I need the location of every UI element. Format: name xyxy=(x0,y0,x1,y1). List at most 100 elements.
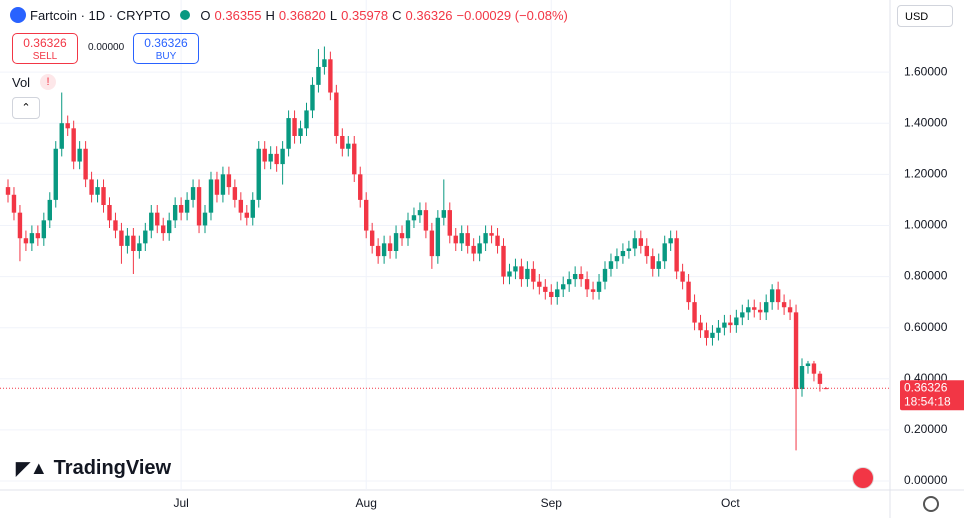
candle-body xyxy=(787,307,793,313)
candle-body xyxy=(364,199,369,231)
candle-body xyxy=(543,286,548,292)
candle-body xyxy=(178,204,184,213)
candle-body xyxy=(381,243,387,257)
candle-body xyxy=(638,238,644,246)
candle-body xyxy=(525,268,530,280)
y-tick-label: 0.20000 xyxy=(904,422,948,436)
candle-body xyxy=(161,225,166,234)
l-value: 0.35978 xyxy=(341,7,389,23)
candle-body xyxy=(728,322,733,326)
candle-body xyxy=(566,279,572,285)
candle-body xyxy=(435,217,441,257)
candle-body xyxy=(113,220,118,231)
vol-label: Vol xyxy=(12,75,31,90)
candle-body xyxy=(650,256,655,269)
c-label: C xyxy=(392,7,402,23)
warning-icon[interactable]: ! xyxy=(40,74,56,90)
symbol[interactable]: Fartcoin · 1D · CRYPTO xyxy=(30,7,171,23)
candle-body xyxy=(602,268,608,282)
candle-body xyxy=(769,289,775,303)
candle-body xyxy=(196,187,202,226)
legend-bar: Fartcoin · 1D · CRYPTO O 0.36355 H 0.36820… xyxy=(10,7,568,23)
candle-body xyxy=(805,363,811,367)
logo-mark: ◤▲ xyxy=(16,458,48,478)
l-label: L xyxy=(329,7,338,23)
candle-body xyxy=(226,174,232,188)
coin-icon xyxy=(10,7,26,23)
candle-body xyxy=(578,274,584,280)
candle-body xyxy=(244,212,249,218)
candle-body xyxy=(758,309,763,313)
candle-body xyxy=(17,212,23,239)
candle-body xyxy=(632,238,638,249)
candle-body xyxy=(387,243,393,252)
candle-body xyxy=(549,291,554,298)
candle-body xyxy=(208,179,214,213)
candle-body xyxy=(680,271,685,282)
candle-body xyxy=(483,233,488,244)
candle-body xyxy=(137,243,142,252)
buy-price: 0.36326 xyxy=(144,36,188,50)
collapse-button[interactable]: ⌃ xyxy=(12,97,40,119)
candle-body xyxy=(811,363,817,374)
sell-label: SELL xyxy=(32,51,58,62)
status-dot xyxy=(180,10,191,20)
candle-body xyxy=(686,281,691,303)
candle-body xyxy=(59,123,64,149)
o-value: 0.36355 xyxy=(214,7,262,23)
candle-body xyxy=(489,233,494,236)
candle-body xyxy=(143,230,148,244)
y-tick-label: 0.60000 xyxy=(904,320,948,334)
x-tick-label: Aug xyxy=(356,496,377,510)
candle-body xyxy=(417,210,423,216)
candle-body xyxy=(429,230,435,257)
candle-body xyxy=(531,268,536,282)
buy-label: BUY xyxy=(155,51,177,62)
candle-body xyxy=(626,248,632,252)
candle-body xyxy=(596,281,602,292)
candle-body xyxy=(107,204,112,221)
candle-body xyxy=(5,187,11,195)
candle-body xyxy=(77,148,82,162)
currency-select[interactable]: USD xyxy=(897,5,953,27)
candle-body xyxy=(184,199,190,213)
candle-body xyxy=(572,274,578,280)
candle-body xyxy=(238,199,244,213)
candle-body xyxy=(477,243,482,254)
h-value: 0.36820 xyxy=(278,7,326,23)
candle-body xyxy=(793,312,799,390)
candle-body xyxy=(495,235,500,246)
candle-body xyxy=(310,84,315,111)
x-tick-label: Jul xyxy=(173,496,188,510)
candle-body xyxy=(298,128,303,136)
last-price-badge xyxy=(900,380,964,411)
candle-body xyxy=(65,123,70,129)
sell-price: 0.36326 xyxy=(23,36,67,50)
c-value: 0.36326 xyxy=(405,7,453,23)
brand-logo[interactable]: ◤▲ TradingView xyxy=(16,457,171,480)
buy-button[interactable]: 0.36326 BUY xyxy=(133,33,199,64)
candle-body xyxy=(369,230,375,246)
candle-body xyxy=(83,148,88,180)
candle-body xyxy=(375,245,381,257)
candle-body xyxy=(393,233,399,252)
change: −0.00029 (−0.08%) xyxy=(456,7,568,23)
settings-icon[interactable] xyxy=(923,496,939,512)
candle-body xyxy=(35,233,41,239)
y-tick-label: 0.00000 xyxy=(904,473,948,487)
candle-body xyxy=(405,220,411,239)
candle-body xyxy=(459,233,464,244)
candle-body xyxy=(334,92,339,136)
candle-body xyxy=(352,143,357,175)
y-tick-label: 1.00000 xyxy=(904,218,948,232)
candle-body xyxy=(775,289,781,303)
h-label: H xyxy=(265,7,275,23)
candle-body xyxy=(274,153,279,165)
candle-body xyxy=(692,302,697,323)
sell-button[interactable]: 0.36326 SELL xyxy=(12,33,78,64)
countdown-label: 18:54:18 xyxy=(904,394,951,408)
candle-body xyxy=(734,317,739,326)
candle-body xyxy=(340,135,345,149)
